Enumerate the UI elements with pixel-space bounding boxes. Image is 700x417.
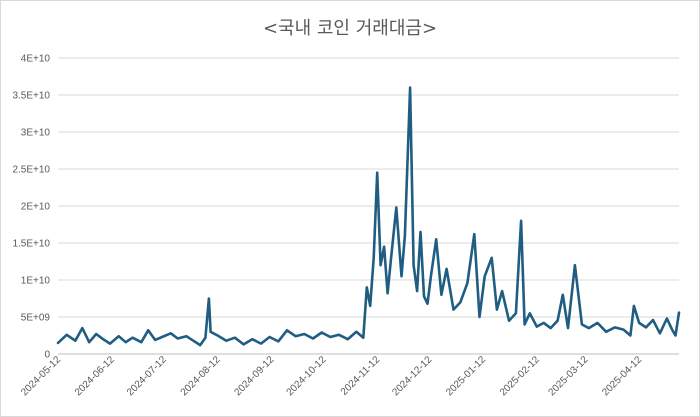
x-tick-label: 2024-10-12 [285,354,329,398]
x-tick-label: 2024-09-12 [233,354,277,398]
y-tick-label: 3.5E+10 [12,91,50,102]
y-tick-label: 3E+10 [21,128,51,139]
y-axis-tick-labels: 0 5E+09 1E+10 1.5E+10 2E+10 2.5E+10 3E+10 3.5E+… [12,54,50,361]
y-tick-label: 0 [44,350,50,361]
x-tick-label: 2024-07-12 [125,354,169,398]
x-tick-label: 2025-04-12 [600,354,644,398]
x-tick-label: 2025-02-12 [498,354,542,398]
x-tick-label: 2024-08-12 [179,354,223,398]
x-tick-label: 2025-01-12 [444,354,488,398]
gridlines [58,57,679,318]
y-tick-label: 1E+10 [21,276,51,287]
y-tick-label: 2E+10 [21,202,51,213]
x-tick-label: 2024-05-12 [19,354,63,398]
x-axis-tick-labels: 2024-05-12 2024-06-12 2024-07-12 2024-08-12… [19,354,644,398]
y-tick-label: 2.5E+10 [12,165,50,176]
y-tick-label: 1.5E+10 [12,239,50,250]
x-tick-label: 2024-06-12 [73,354,117,398]
y-tick-label: 5E+09 [21,313,51,324]
x-tick-label: 2025-03-12 [546,354,590,398]
x-tick-label: 2024-12-12 [390,354,434,398]
series-line [56,86,681,347]
x-tick-label: 2024-11-12 [339,354,383,398]
y-tick-label: 4E+10 [21,54,51,65]
chart-title: <국내 코인 거래대금> [263,18,437,39]
